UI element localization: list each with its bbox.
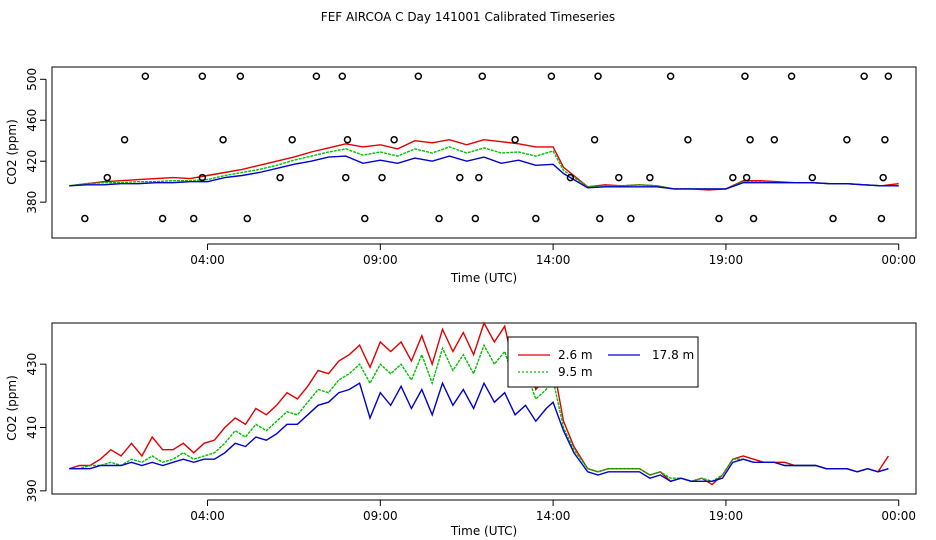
bottom-series-17-8-m bbox=[69, 381, 889, 483]
top-data-point bbox=[808, 173, 817, 182]
legend: 2.6 m 9.5 m 17.8 m bbox=[507, 336, 699, 388]
bottom-x-tick-label: 09:00 bbox=[363, 509, 398, 523]
top-data-point bbox=[456, 173, 464, 182]
top-y-tick-label: 380 bbox=[25, 191, 39, 214]
top-data-point bbox=[547, 72, 556, 80]
top-data-point bbox=[198, 173, 207, 182]
top-series-9-5-m bbox=[69, 146, 899, 190]
top-data-point bbox=[646, 173, 654, 182]
top-data-point bbox=[511, 135, 519, 144]
top-data-point bbox=[666, 72, 675, 80]
bottom-x-tick-label: 04:00 bbox=[190, 509, 225, 523]
top-data-point bbox=[478, 72, 487, 80]
top-data-point bbox=[120, 135, 129, 144]
bottom-x-tick-label: 19:00 bbox=[709, 509, 744, 523]
top-data-point bbox=[103, 173, 112, 182]
top-data-point bbox=[141, 72, 150, 80]
bottom-x-axis-label: Time (UTC) bbox=[450, 524, 517, 538]
top-data-point bbox=[877, 214, 886, 223]
top-points-group bbox=[81, 72, 893, 223]
top-data-point bbox=[787, 72, 796, 80]
top-y-axis: 380 420 460 500 bbox=[25, 68, 47, 214]
top-data-point bbox=[219, 135, 227, 144]
top-data-point bbox=[843, 135, 851, 144]
top-data-point bbox=[276, 173, 284, 182]
bottom-plot-frame bbox=[51, 322, 917, 495]
top-y-tick-label: 420 bbox=[25, 150, 39, 173]
legend-box bbox=[507, 336, 699, 388]
top-data-point bbox=[342, 173, 350, 182]
top-data-point bbox=[594, 72, 602, 80]
top-data-point bbox=[338, 72, 347, 80]
bottom-x-axis: 04:00 09:00 14:00 19:00 00:00 bbox=[190, 499, 916, 523]
legend-label-9-5m: 9.5 m bbox=[558, 365, 593, 379]
top-data-point bbox=[881, 135, 889, 144]
top-data-point bbox=[684, 135, 692, 144]
top-series-17-8-m bbox=[69, 155, 899, 190]
top-plot-frame bbox=[51, 66, 917, 239]
top-y-tick-label: 460 bbox=[25, 109, 39, 132]
top-y-axis-label: CO2 (ppm) bbox=[5, 119, 19, 185]
top-data-point bbox=[742, 173, 751, 182]
top-data-point bbox=[746, 135, 754, 144]
bottom-y-tick-label: 390 bbox=[25, 479, 39, 502]
top-data-point bbox=[158, 214, 167, 223]
top-data-point bbox=[829, 214, 837, 223]
bottom-series-2-6-m bbox=[69, 321, 889, 486]
top-series-group bbox=[69, 138, 899, 191]
bottom-series-group bbox=[69, 321, 889, 486]
top-x-tick-label: 14:00 bbox=[536, 253, 571, 267]
top-panel: 04:00 09:00 14:00 19:00 00:00 380 420 460 500 T… bbox=[5, 66, 917, 285]
top-data-point bbox=[590, 135, 599, 144]
bottom-y-tick-label: 430 bbox=[25, 353, 39, 376]
top-x-tick-label: 00:00 bbox=[881, 253, 916, 267]
top-data-point bbox=[343, 135, 352, 144]
top-y-tick-label: 500 bbox=[25, 68, 39, 91]
top-data-point bbox=[361, 214, 369, 223]
bottom-panel: 04:00 09:00 14:00 19:00 00:00 390 410 430 Time… bbox=[5, 321, 917, 538]
legend-label-17-8m: 17.8 m bbox=[652, 348, 694, 362]
bottom-x-tick-label: 14:00 bbox=[536, 509, 571, 523]
legend-label-2-6m: 2.6 m bbox=[558, 348, 593, 362]
top-data-point bbox=[435, 214, 443, 223]
top-data-point bbox=[532, 214, 540, 223]
top-data-point bbox=[729, 173, 737, 182]
bottom-y-tick-label: 410 bbox=[25, 416, 39, 439]
top-x-tick-label: 19:00 bbox=[709, 253, 744, 267]
top-data-point bbox=[312, 72, 321, 80]
top-data-point bbox=[414, 72, 423, 80]
top-data-point bbox=[596, 214, 604, 223]
top-data-point bbox=[884, 72, 893, 80]
top-series-2-6-m bbox=[69, 138, 899, 191]
top-data-point bbox=[471, 214, 480, 223]
top-data-point bbox=[715, 214, 723, 223]
top-data-point bbox=[860, 72, 868, 80]
top-data-point bbox=[879, 173, 887, 182]
top-x-axis-label: Time (UTC) bbox=[450, 271, 517, 285]
top-x-tick-label: 09:00 bbox=[363, 253, 398, 267]
top-data-point bbox=[81, 214, 89, 223]
top-x-tick-label: 04:00 bbox=[190, 253, 225, 267]
top-data-point bbox=[627, 214, 635, 223]
top-data-point bbox=[378, 173, 386, 182]
bottom-y-axis: 390 410 430 bbox=[25, 353, 47, 502]
top-data-point bbox=[243, 214, 252, 223]
top-data-point bbox=[189, 214, 198, 223]
top-data-point bbox=[288, 135, 296, 144]
top-data-point bbox=[236, 72, 245, 80]
top-data-point bbox=[749, 214, 758, 223]
top-data-point bbox=[390, 135, 398, 144]
top-data-point bbox=[475, 173, 483, 182]
top-x-axis: 04:00 09:00 14:00 19:00 00:00 bbox=[190, 243, 916, 267]
figure-title: FEF AIRCOA C Day 141001 Calibrated Times… bbox=[321, 10, 615, 24]
bottom-x-tick-label: 00:00 bbox=[881, 509, 916, 523]
bottom-series-9-5-m bbox=[69, 343, 889, 483]
top-data-point bbox=[615, 173, 623, 182]
top-data-point bbox=[741, 72, 749, 80]
bottom-y-axis-label: CO2 (ppm) bbox=[5, 375, 19, 441]
top-data-point bbox=[770, 135, 779, 144]
top-data-point bbox=[566, 173, 575, 182]
top-data-point bbox=[198, 72, 207, 80]
